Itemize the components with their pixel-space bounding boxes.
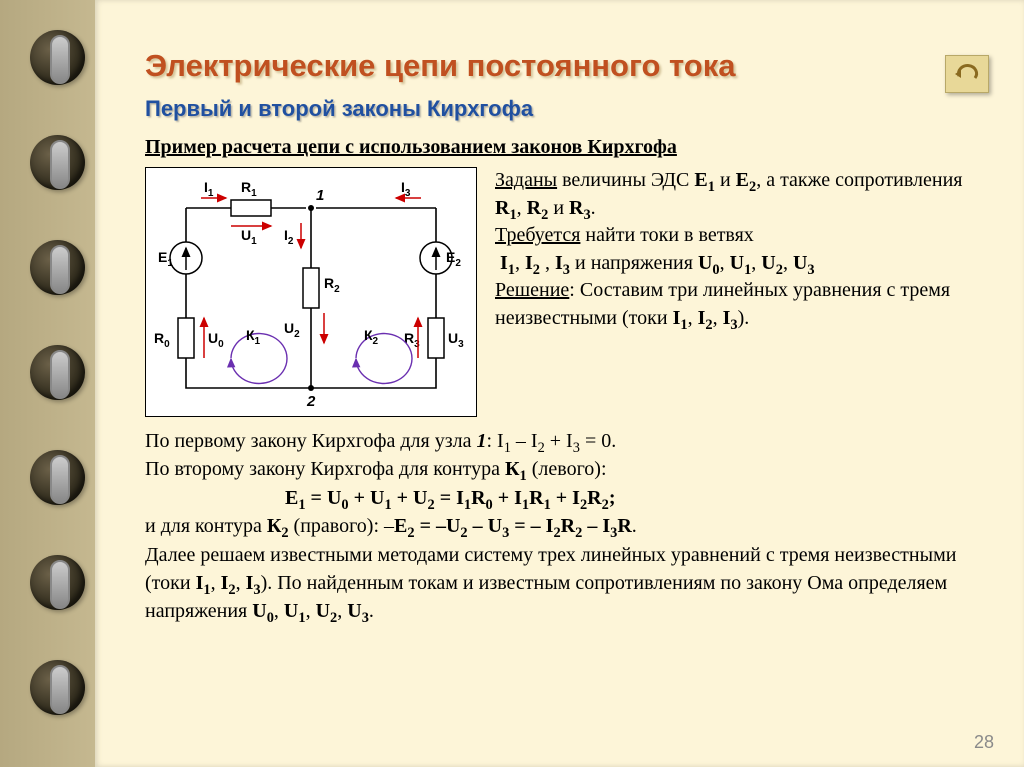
ring-hole [30,660,85,715]
solution-label: Решение [495,279,569,301]
node1-label: 1 [316,187,324,204]
svg-text:I3: I3 [401,179,411,199]
ring-hole [30,135,85,190]
svg-text:I2: I2 [284,227,294,247]
svg-text:U2: U2 [284,320,300,340]
svg-text:U0: U0 [208,330,224,350]
slide-number: 28 [974,732,994,753]
circuit-diagram: 1 2 R1 E1 R0 E2 R3 [145,167,477,417]
ring-hole [30,30,85,85]
ring-hole [30,555,85,610]
svg-text:R2: R2 [324,275,340,295]
svg-text:К1: К1 [246,327,261,347]
required-label: Требуется [495,224,580,246]
given-label: Заданы [495,169,557,191]
spiral-binding [0,0,95,767]
main-title: Электрические цепи постоянного тока [145,48,984,84]
slide-page: Электрические цепи постоянного тока Перв… [95,0,1024,767]
svg-text:I1: I1 [204,179,214,199]
ring-hole [30,240,85,295]
svg-text:U3: U3 [448,330,464,350]
node2-label: 2 [306,393,316,410]
example-heading: Пример расчета цепи с использованием зак… [145,136,984,159]
back-button[interactable] [945,55,989,93]
svg-text:U1: U1 [241,227,257,247]
svg-text:R0: R0 [154,330,170,350]
ring-hole [30,345,85,400]
svg-text:R1: R1 [241,179,257,199]
given-required-text: Заданы величины ЭДС E1 и E2, а также соп… [495,167,984,333]
subtitle: Первый и второй законы Кирхгофа [145,96,984,122]
svg-text:К2: К2 [364,327,379,347]
return-icon [953,62,981,86]
body-derivation: По первому закону Кирхгофа для узла 1: I… [145,427,984,626]
ring-hole [30,450,85,505]
circuit-svg: 1 2 R1 E1 R0 E2 R3 [146,168,476,416]
